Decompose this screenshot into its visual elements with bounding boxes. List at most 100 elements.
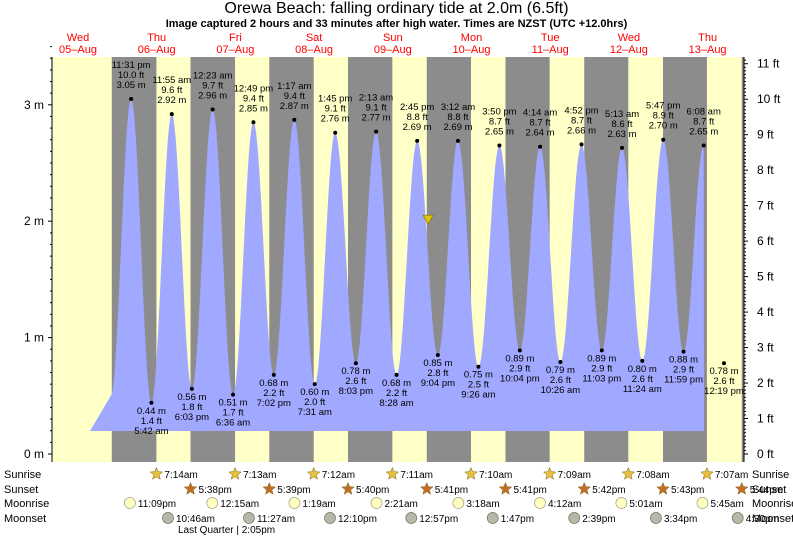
sunrise-icon bbox=[385, 466, 400, 480]
moonset-time: 2:39pm bbox=[582, 514, 615, 525]
left-tick-label: 1 m bbox=[24, 331, 44, 345]
tide-point bbox=[189, 386, 194, 391]
high-tide-label: 9.6 ft bbox=[161, 85, 182, 96]
sunrise-time: 7:09am bbox=[558, 470, 591, 481]
high-tide-label: 5:47 pm bbox=[646, 101, 680, 112]
day-date: 06–Aug bbox=[138, 44, 176, 56]
sunset-icon bbox=[262, 481, 277, 495]
sunset-icon bbox=[183, 481, 198, 495]
high-tide-label: 2.77 m bbox=[362, 113, 391, 124]
low-tide-label: 11:03 pm bbox=[582, 373, 621, 384]
low-tide-label: 2.6 ft bbox=[345, 376, 366, 387]
moonrise-time: 5:01am bbox=[629, 499, 662, 510]
sunset-time: 5:38pm bbox=[199, 485, 232, 496]
low-tide-label: 2.6 ft bbox=[713, 376, 734, 387]
sunset-time: 5:41pm bbox=[513, 485, 546, 496]
high-tide-label: 4:52 pm bbox=[564, 105, 598, 116]
high-tide-label: 8.7 ft bbox=[693, 117, 714, 128]
high-tide-label: 2.85 m bbox=[239, 103, 268, 114]
sunset-time: 5:39pm bbox=[277, 485, 310, 496]
sunset-icon bbox=[341, 481, 355, 495]
left-tick-label: 2 m bbox=[24, 214, 44, 228]
tide-point bbox=[497, 143, 502, 148]
high-tide-label: 8.8 ft bbox=[407, 112, 428, 123]
right-tick-label: 4 ft bbox=[757, 305, 774, 319]
high-tide-label: 2.64 m bbox=[526, 128, 555, 139]
high-tide-label: 8.7 ft bbox=[530, 118, 551, 129]
tide-point bbox=[455, 138, 460, 143]
moonset-time: 1:47pm bbox=[501, 514, 534, 525]
tide-point bbox=[415, 138, 420, 143]
sunset-time: 5:43pm bbox=[671, 485, 704, 496]
low-tide-label: 0.80 m bbox=[628, 364, 657, 375]
tide-point bbox=[169, 112, 174, 117]
moonrise-row-label-left: Moonrise bbox=[4, 498, 49, 510]
sunset-icon bbox=[734, 481, 749, 495]
tide-point bbox=[374, 129, 379, 134]
sunset-icon bbox=[419, 481, 434, 495]
low-tide-label: 12:19 pm bbox=[704, 386, 744, 397]
low-tide-label: 9:26 am bbox=[461, 390, 495, 401]
high-tide-label: 2.96 m bbox=[198, 90, 227, 101]
moonrise-time: 4:12am bbox=[548, 499, 581, 510]
day-of-week: Wed bbox=[618, 32, 640, 44]
moonrise-icon bbox=[534, 497, 546, 509]
right-tick-label: 6 ft bbox=[757, 234, 774, 248]
tide-point bbox=[476, 364, 481, 369]
low-tide-label: 2.2 ft bbox=[386, 388, 407, 399]
low-tide-label: 8:28 am bbox=[379, 398, 413, 409]
high-tide-label: 11:31 pm bbox=[112, 60, 151, 71]
moonset-icon bbox=[731, 512, 744, 524]
high-tide-label: 9.4 ft bbox=[243, 93, 264, 104]
low-tide-label: 0.85 m bbox=[423, 358, 452, 369]
right-tick-label: 9 ft bbox=[757, 128, 774, 142]
high-tide-label: 3:50 pm bbox=[482, 107, 516, 118]
sunrise-icon bbox=[700, 466, 714, 480]
right-tick-label: 11 ft bbox=[757, 57, 780, 71]
tide-point bbox=[210, 107, 215, 112]
moonset-icon bbox=[162, 512, 174, 524]
day-of-week: Mon bbox=[461, 32, 482, 44]
low-tide-label: 2.6 ft bbox=[550, 375, 571, 386]
high-tide-label: 12:23 am bbox=[193, 70, 233, 81]
sunrise-icon bbox=[149, 466, 164, 480]
high-tide-label: 3.05 m bbox=[117, 80, 146, 91]
chart-title: Orewa Beach: falling ordinary tide at 2.… bbox=[224, 0, 569, 17]
moonrise-time: 1:19am bbox=[302, 499, 335, 510]
tide-point bbox=[579, 142, 584, 147]
day-date: 11–Aug bbox=[532, 44, 569, 56]
tide-point bbox=[129, 96, 134, 101]
current-tide-marker bbox=[422, 214, 434, 225]
right-tick-label: 1 ft bbox=[757, 412, 774, 426]
tide-point bbox=[599, 348, 604, 353]
high-tide-label: 2.76 m bbox=[321, 114, 350, 125]
moonrise-time: 3:18am bbox=[466, 499, 499, 510]
moonset-time: 11:27am bbox=[257, 514, 295, 525]
tide-point bbox=[333, 130, 338, 135]
day-labels: Wed05–AugThu06–AugFri07–AugSat08–AugSun0… bbox=[59, 32, 727, 56]
left-tick-label: 3 m bbox=[24, 98, 44, 112]
low-tide-label: 0.68 m bbox=[382, 378, 411, 389]
day-of-week: Thu bbox=[147, 32, 166, 44]
high-tide-label: 3:12 am bbox=[441, 102, 475, 113]
low-tide-label: 2.0 ft bbox=[304, 397, 325, 408]
high-tide-label: 2.63 m bbox=[607, 129, 636, 140]
tide-point bbox=[435, 353, 440, 358]
sunrise-time: 7:13am bbox=[243, 470, 276, 481]
sunset-icon bbox=[656, 481, 670, 495]
high-tide-label: 11:55 am bbox=[152, 75, 191, 86]
tide-point bbox=[701, 143, 706, 148]
right-tick-label: 5 ft bbox=[757, 270, 774, 284]
sunset-time: 5:40pm bbox=[356, 485, 389, 496]
moonset-row-label-left: Moonset bbox=[4, 513, 46, 525]
day-date: 05–Aug bbox=[59, 44, 97, 56]
low-tide-label: 11:24 am bbox=[623, 384, 662, 395]
day-date: 10–Aug bbox=[453, 44, 491, 56]
tide-point bbox=[251, 120, 256, 125]
moonset-icon bbox=[324, 512, 336, 524]
moonrise-icon bbox=[124, 497, 136, 509]
day-date: 13–Aug bbox=[689, 44, 727, 56]
low-tide-label: 2.9 ft bbox=[673, 365, 694, 376]
low-tide-label: 2.9 ft bbox=[509, 363, 530, 374]
